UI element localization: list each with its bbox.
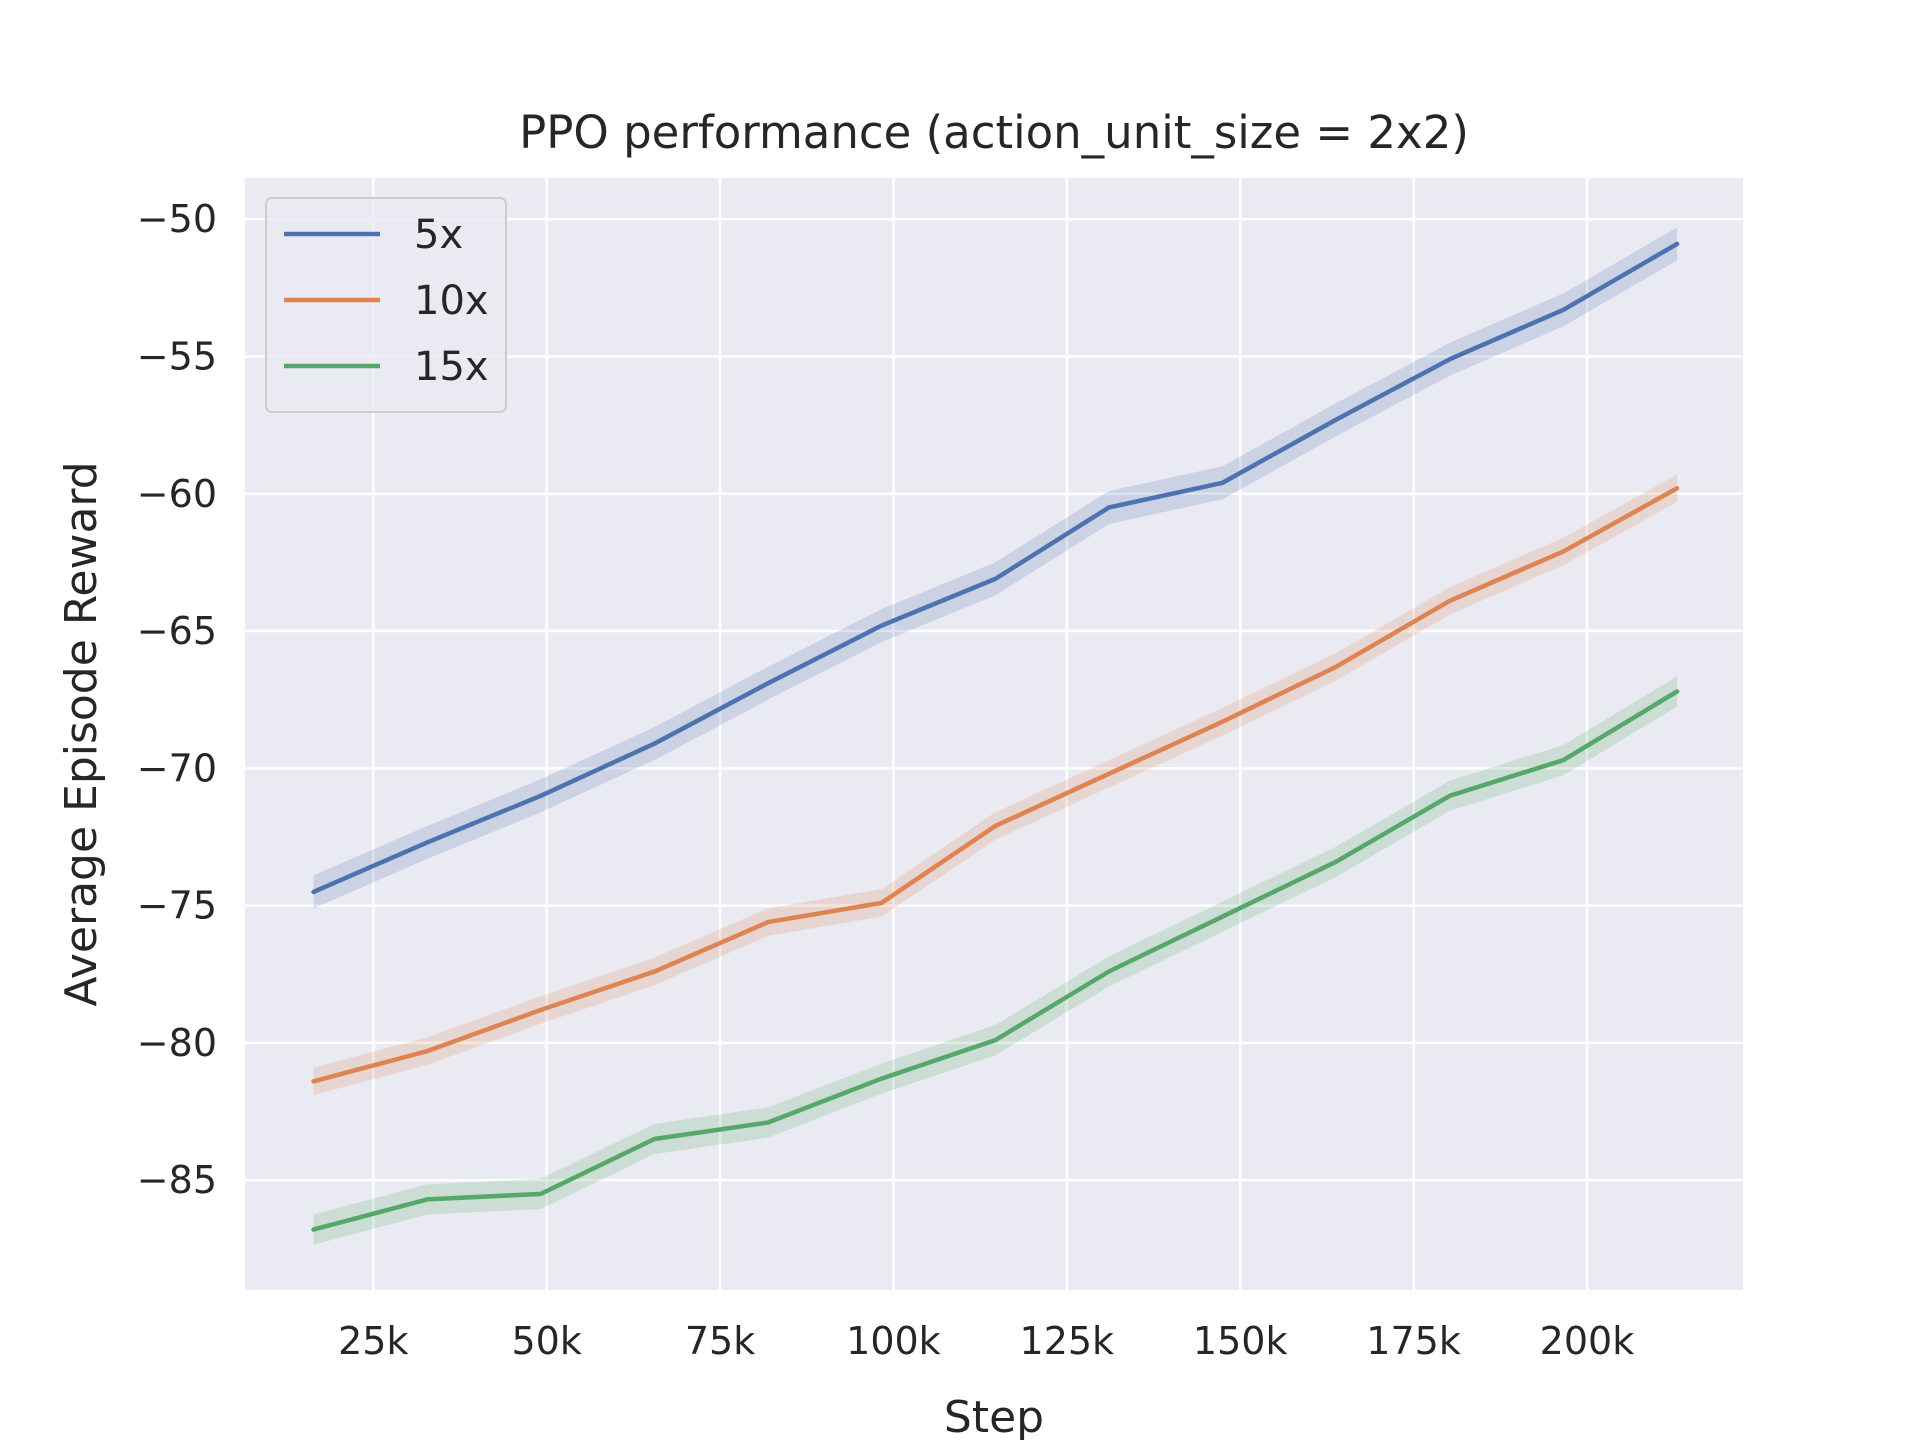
x-tick-labels: 25k 50k 75k 100k 125k 150k 175k 200k [338, 1319, 1634, 1363]
x-tick-label: 75k [685, 1319, 755, 1363]
x-tick-label: 200k [1540, 1319, 1635, 1363]
series-band-15x [313, 676, 1678, 1245]
series-line-10x [311, 486, 1680, 1084]
series-band-5x [313, 227, 1678, 909]
y-tick-label: −70 [137, 746, 217, 790]
series-line-5x [311, 241, 1680, 895]
legend-label-5x: 5x [414, 212, 463, 258]
legend-label-15x: 15x [414, 344, 489, 390]
y-axis-label: Average Episode Reward [56, 461, 107, 1006]
x-tick-label: 50k [512, 1319, 582, 1363]
y-tick-label: −65 [137, 609, 217, 653]
x-tick-label: 175k [1366, 1319, 1461, 1363]
series-band-10x [313, 474, 1678, 1096]
series-lines [311, 241, 1680, 1232]
legend-label-10x: 10x [414, 278, 489, 324]
y-tick-label: −80 [137, 1021, 217, 1065]
x-tick-label: 25k [338, 1319, 408, 1363]
x-tick-label: 100k [846, 1319, 941, 1363]
y-tick-label: −55 [137, 334, 217, 378]
y-tick-labels: −85 −80 −75 −70 −65 −60 −55 −50 [137, 197, 217, 1202]
x-tick-label: 125k [1020, 1319, 1115, 1363]
x-tick-label: 150k [1193, 1319, 1288, 1363]
y-tick-label: −85 [137, 1158, 217, 1202]
y-tick-label: −50 [137, 197, 217, 241]
legend: 5x 10x 15x [265, 197, 507, 413]
legend-box [265, 197, 507, 413]
confidence-bands [313, 227, 1678, 1245]
y-tick-label: −75 [137, 884, 217, 928]
chart-title: PPO performance (action_unit_size = 2x2) [519, 106, 1469, 159]
series-line-15x [311, 689, 1680, 1232]
x-axis-label: Step [944, 1392, 1044, 1440]
y-tick-label: −60 [137, 472, 217, 516]
